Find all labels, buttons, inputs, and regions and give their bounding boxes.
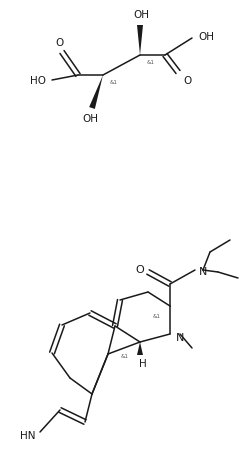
Text: O: O <box>136 265 144 275</box>
Polygon shape <box>137 25 143 55</box>
Text: N: N <box>199 267 207 277</box>
Text: OH: OH <box>133 10 149 20</box>
Text: &1: &1 <box>121 355 129 360</box>
Polygon shape <box>137 342 143 355</box>
Text: H: H <box>139 359 147 369</box>
Text: O: O <box>56 38 64 48</box>
Text: &1: &1 <box>110 80 118 85</box>
Text: N: N <box>176 333 184 343</box>
Text: O: O <box>183 76 191 86</box>
Text: &1: &1 <box>147 60 155 65</box>
Text: OH: OH <box>198 32 214 42</box>
Text: HO: HO <box>30 76 46 86</box>
Text: HN: HN <box>20 431 36 441</box>
Polygon shape <box>89 75 103 109</box>
Text: OH: OH <box>82 114 98 124</box>
Text: &1: &1 <box>153 315 161 320</box>
